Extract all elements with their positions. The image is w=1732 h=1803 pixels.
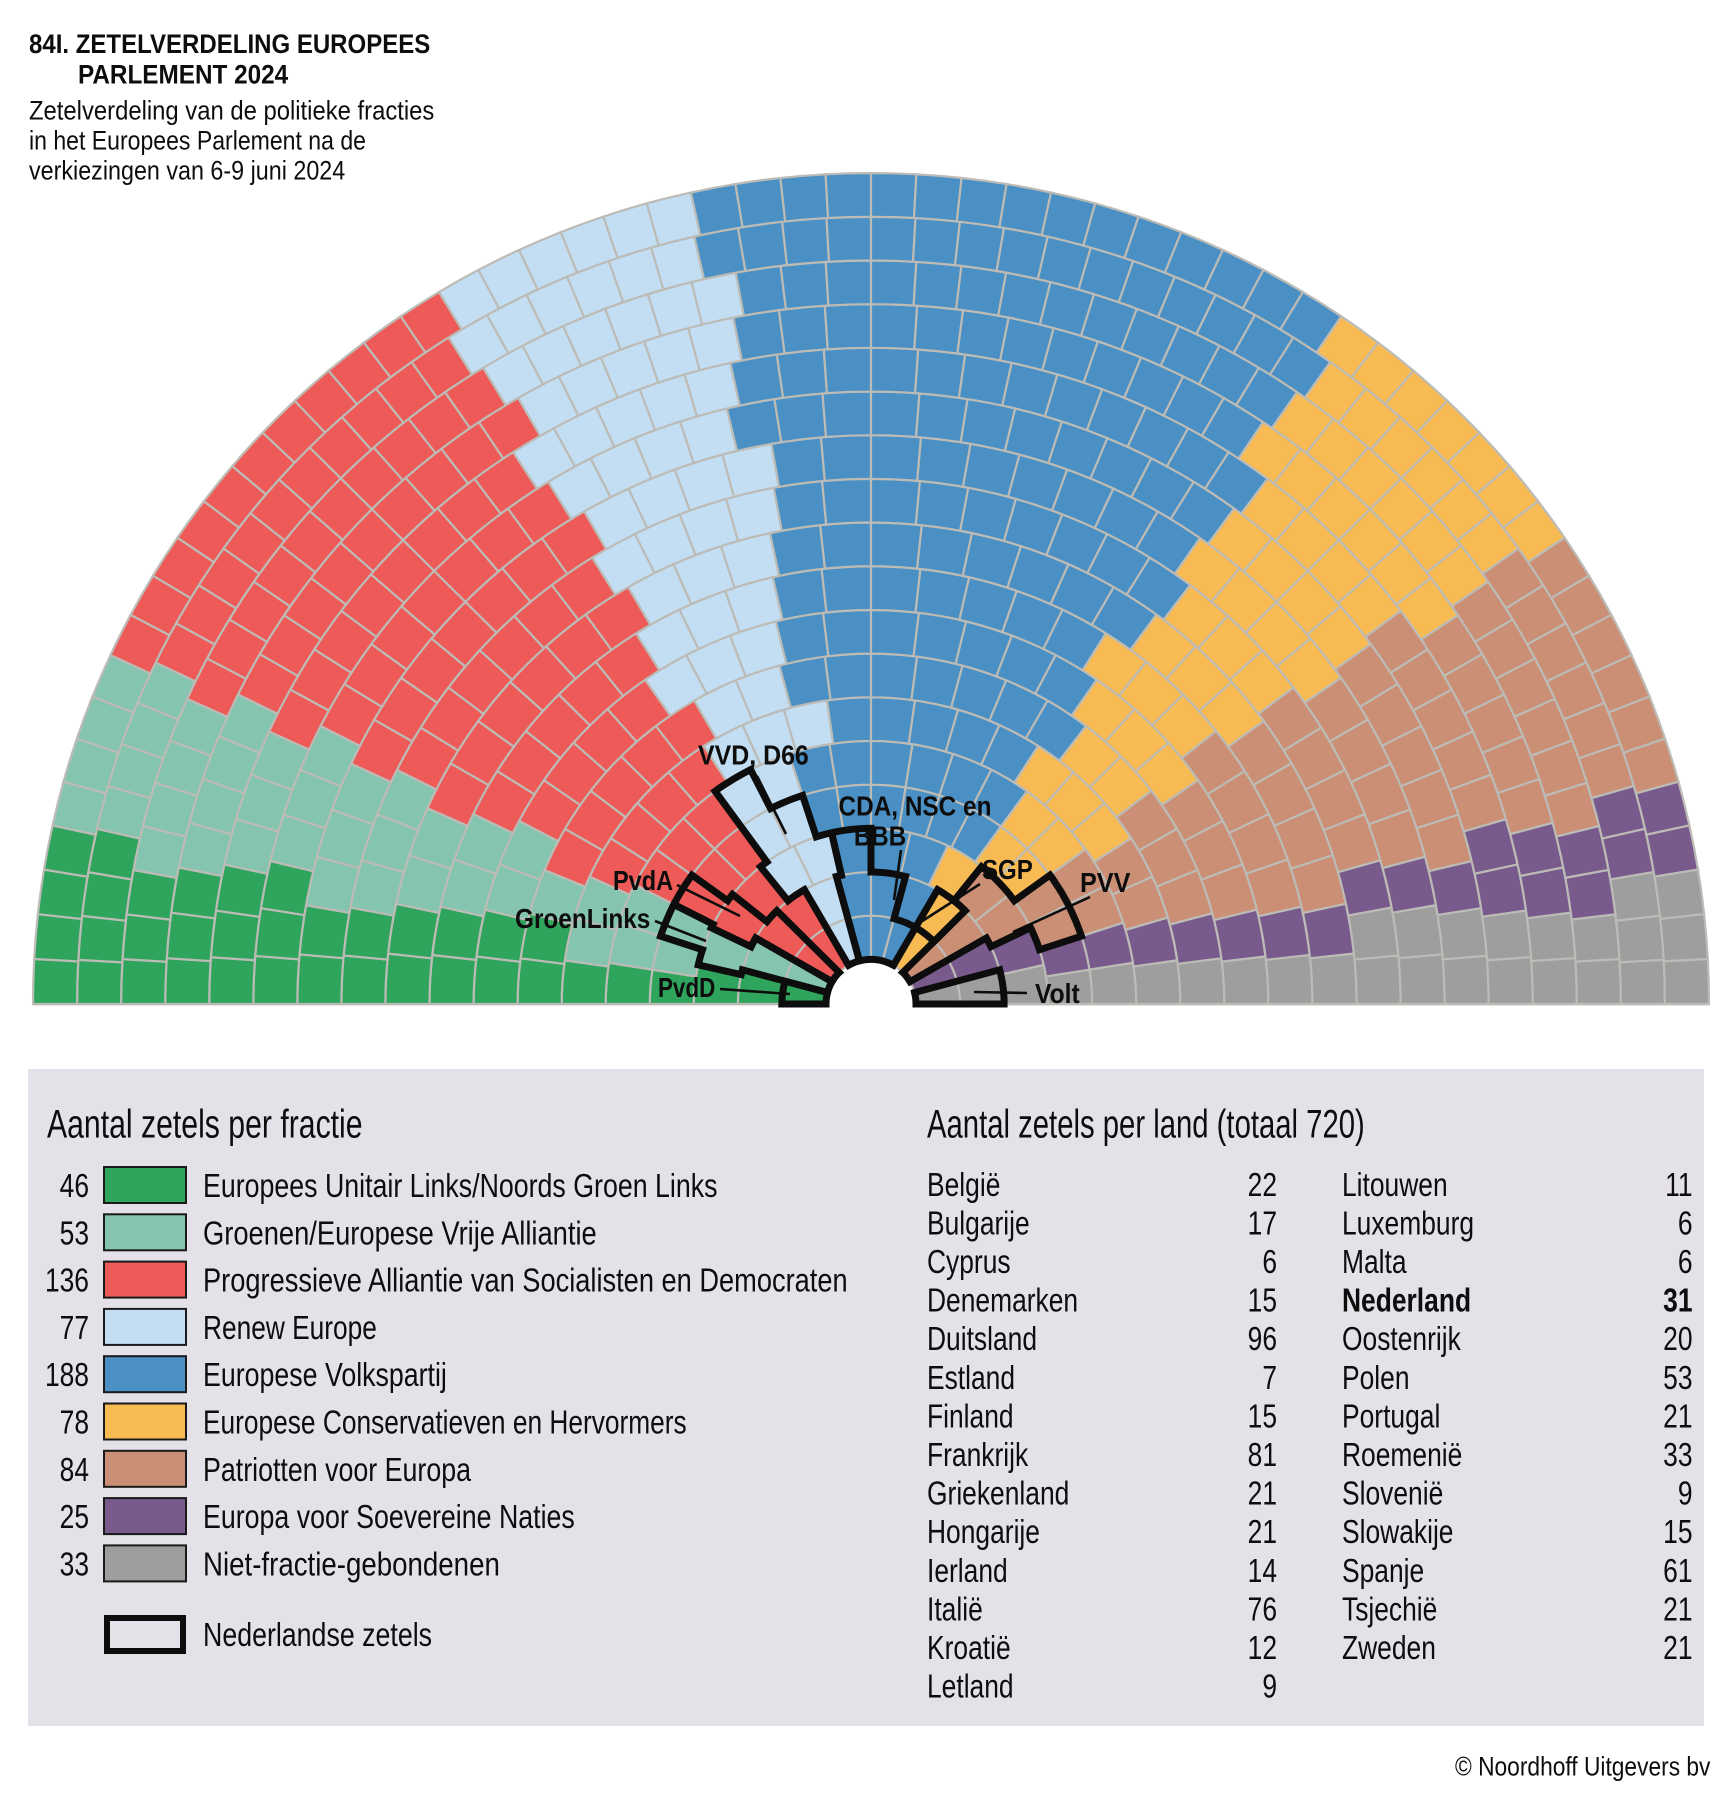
- svg-text:96: 96: [1248, 1321, 1277, 1357]
- svg-text:25: 25: [60, 1499, 89, 1535]
- svg-text:21: 21: [1663, 1399, 1692, 1435]
- svg-text:PARLEMENT 2024: PARLEMENT 2024: [78, 60, 289, 89]
- svg-text:PvdD: PvdD: [658, 973, 715, 1004]
- svg-text:Oostenrijk: Oostenrijk: [1342, 1321, 1461, 1357]
- svg-text:9: 9: [1262, 1669, 1277, 1705]
- svg-text:Slovenië: Slovenië: [1342, 1476, 1443, 1512]
- svg-text:21: 21: [1248, 1476, 1277, 1512]
- svg-text:Cyprus: Cyprus: [927, 1244, 1011, 1280]
- svg-text:Litouwen: Litouwen: [1342, 1167, 1448, 1203]
- svg-text:53: 53: [60, 1216, 89, 1252]
- svg-text:84I. ZETELVERDELING EUROPEES: 84I. ZETELVERDELING EUROPEES: [29, 30, 430, 60]
- svg-text:78: 78: [60, 1405, 89, 1441]
- svg-text:77: 77: [60, 1310, 89, 1346]
- svg-text:Hongarije: Hongarije: [927, 1514, 1040, 1550]
- svg-text:PvdA: PvdA: [613, 866, 673, 896]
- svg-text:Estland: Estland: [927, 1360, 1015, 1396]
- svg-text:Finland: Finland: [927, 1399, 1014, 1435]
- svg-text:Nederlandse zetels: Nederlandse zetels: [203, 1617, 432, 1653]
- svg-text:6: 6: [1262, 1244, 1277, 1280]
- svg-text:verkiezingen van 6-9 juni 2024: verkiezingen van 6-9 juni 2024: [29, 156, 345, 186]
- svg-text:22: 22: [1248, 1167, 1277, 1203]
- svg-text:Slowakije: Slowakije: [1342, 1514, 1453, 1550]
- svg-text:9: 9: [1678, 1476, 1693, 1512]
- svg-text:Europese Conservatieven en Her: Europese Conservatieven en Hervormers: [203, 1405, 687, 1441]
- svg-text:PVV: PVV: [1080, 867, 1131, 899]
- svg-text:België: België: [927, 1167, 1000, 1203]
- svg-text:Luxemburg: Luxemburg: [1342, 1206, 1474, 1242]
- svg-text:Europese Volkspartij: Europese Volkspartij: [203, 1358, 447, 1394]
- svg-text:Patriotten voor Europa: Patriotten voor Europa: [203, 1452, 471, 1488]
- svg-text:VVD, D66: VVD, D66: [698, 739, 809, 771]
- svg-text:Nederland: Nederland: [1342, 1283, 1471, 1319]
- svg-text:Groenen/Europese Vrije Alliant: Groenen/Europese Vrije Alliantie: [203, 1216, 597, 1252]
- svg-text:Letland: Letland: [927, 1669, 1014, 1705]
- svg-text:84: 84: [60, 1452, 89, 1488]
- svg-text:15: 15: [1248, 1399, 1277, 1435]
- svg-text:Zetelverdeling van de politiek: Zetelverdeling van de politieke fracties: [29, 96, 434, 125]
- svg-text:7: 7: [1262, 1360, 1277, 1396]
- svg-text:31: 31: [1663, 1283, 1692, 1319]
- svg-text:CDA, NSC en: CDA, NSC en: [839, 790, 992, 822]
- svg-text:46: 46: [60, 1168, 89, 1204]
- svg-text:Duitsland: Duitsland: [927, 1321, 1037, 1357]
- svg-text:SGP: SGP: [982, 853, 1033, 885]
- svg-text:11: 11: [1665, 1167, 1692, 1203]
- svg-text:6: 6: [1678, 1206, 1693, 1242]
- svg-text:17: 17: [1248, 1206, 1277, 1242]
- svg-text:81: 81: [1248, 1437, 1277, 1473]
- svg-text:Progressieve Alliantie van Soc: Progressieve Alliantie van Socialisten e…: [203, 1263, 848, 1299]
- svg-text:Europees Unitair Links/Noords: Europees Unitair Links/Noords Groen Link…: [203, 1168, 717, 1204]
- svg-text:Denemarken: Denemarken: [927, 1283, 1078, 1319]
- svg-text:© Noordhoff Uitgevers bv: © Noordhoff Uitgevers bv: [1455, 1752, 1711, 1782]
- svg-text:136: 136: [45, 1263, 89, 1299]
- svg-text:53: 53: [1663, 1360, 1692, 1396]
- svg-text:21: 21: [1663, 1592, 1692, 1628]
- svg-text:20: 20: [1663, 1321, 1692, 1357]
- svg-text:33: 33: [1663, 1437, 1692, 1473]
- svg-text:Bulgarije: Bulgarije: [927, 1206, 1030, 1242]
- svg-text:Ierland: Ierland: [927, 1553, 1008, 1589]
- svg-text:14: 14: [1248, 1553, 1277, 1589]
- svg-text:6: 6: [1678, 1244, 1693, 1280]
- svg-text:Renew Europe: Renew Europe: [203, 1310, 377, 1346]
- svg-text:GroenLinks: GroenLinks: [515, 902, 650, 934]
- svg-text:21: 21: [1663, 1630, 1692, 1666]
- svg-text:Zweden: Zweden: [1342, 1630, 1436, 1666]
- svg-text:Volt: Volt: [1035, 978, 1080, 1010]
- svg-text:Niet-fractie-gebondenen: Niet-fractie-gebondenen: [203, 1546, 500, 1583]
- svg-text:Europa voor Soevereine Naties: Europa voor Soevereine Naties: [203, 1500, 575, 1536]
- svg-text:Aantal zetels per fractie: Aantal zetels per fractie: [47, 1101, 363, 1146]
- svg-text:Polen: Polen: [1342, 1360, 1410, 1396]
- svg-text:Tsjechië: Tsjechië: [1342, 1592, 1437, 1628]
- svg-text:15: 15: [1663, 1514, 1692, 1550]
- svg-text:15: 15: [1248, 1283, 1277, 1319]
- svg-text:Portugal: Portugal: [1342, 1399, 1440, 1435]
- svg-text:Roemenië: Roemenië: [1342, 1437, 1462, 1473]
- svg-text:188: 188: [45, 1357, 89, 1393]
- svg-text:12: 12: [1248, 1630, 1277, 1666]
- svg-text:61: 61: [1663, 1553, 1692, 1589]
- svg-text:Malta: Malta: [1342, 1244, 1407, 1280]
- svg-text:33: 33: [60, 1547, 89, 1583]
- svg-text:21: 21: [1248, 1514, 1277, 1550]
- svg-text:Spanje: Spanje: [1342, 1553, 1424, 1589]
- svg-text:Frankrijk: Frankrijk: [927, 1437, 1028, 1473]
- svg-text:Kroatië: Kroatië: [927, 1630, 1011, 1666]
- svg-text:76: 76: [1248, 1592, 1277, 1628]
- svg-text:Aantal zetels per land (totaal: Aantal zetels per land (totaal 720): [927, 1102, 1365, 1147]
- svg-text:Italië: Italië: [927, 1592, 983, 1628]
- svg-text:Griekenland: Griekenland: [927, 1476, 1069, 1512]
- svg-text:BBB: BBB: [854, 820, 906, 852]
- svg-text:in het Europees Parlement na d: in het Europees Parlement na de: [29, 127, 366, 156]
